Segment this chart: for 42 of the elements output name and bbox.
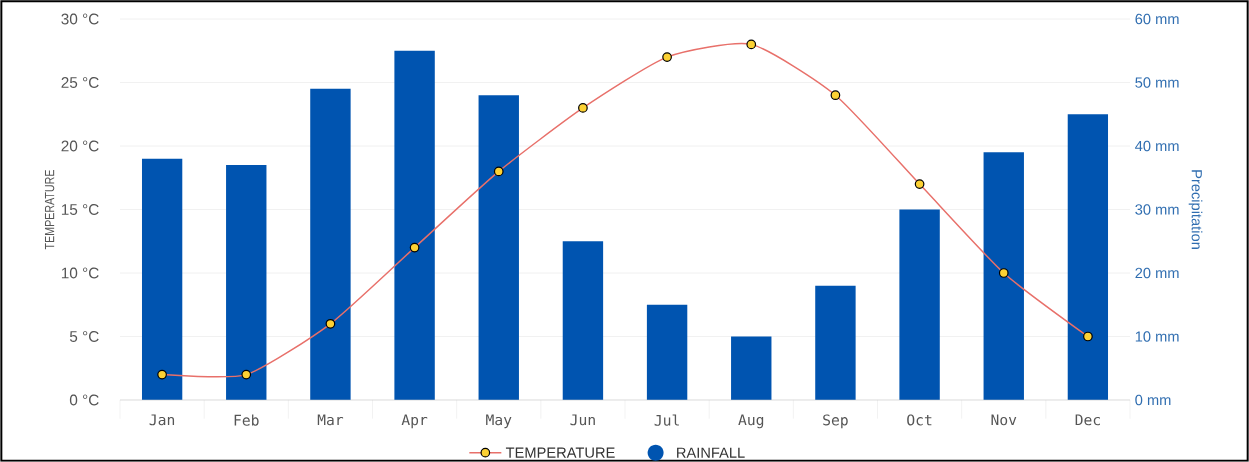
y-tick-label: 5 °C	[69, 331, 99, 342]
bar	[731, 336, 772, 400]
y2-tick-label: 60 mm	[1135, 13, 1179, 25]
bar	[394, 50, 435, 400]
bar	[646, 304, 688, 400]
y-tick-label: 0 °C	[69, 394, 99, 406]
bar	[478, 95, 519, 400]
x-tick-label: Oct	[907, 414, 932, 426]
x-tick-label: Jun	[570, 414, 595, 426]
y2-axis-title: Precipitation	[1188, 170, 1203, 249]
x-tick-label: Nov	[991, 414, 1017, 426]
y-tick-label: 15 °C	[61, 204, 99, 215]
y2-tick-label: 10 mm	[1135, 331, 1179, 342]
x-tick-label: Aug	[738, 414, 764, 429]
bar	[899, 209, 940, 400]
y-tick-label: 25 °C	[61, 77, 99, 88]
x-tick-label: Apr	[401, 414, 428, 429]
x-tick-label: Mar	[317, 414, 344, 426]
y2-tick-label: 30 mm	[1135, 204, 1179, 215]
bar	[141, 158, 183, 400]
x-tick-label: Jul	[654, 414, 679, 426]
bar	[226, 165, 267, 400]
y-axis-title: TEMPERATURE	[44, 170, 55, 250]
x-tick-label: May	[486, 414, 512, 429]
legend-label: RAINFALL	[677, 447, 745, 458]
x-tick-label: Jan	[149, 414, 175, 426]
x-tick-label: Sep	[823, 414, 848, 429]
legend-label: TEMPERATURE	[505, 447, 615, 458]
y-tick-label: 30 °C	[61, 13, 99, 25]
bar	[1067, 114, 1109, 400]
bar	[815, 285, 856, 400]
bar	[562, 241, 604, 400]
y2-tick-label: 40 mm	[1135, 140, 1179, 152]
x-tick-label: Feb	[234, 414, 259, 426]
y-tick-label: 10 °C	[61, 267, 99, 279]
bar	[983, 152, 1024, 400]
bar	[310, 88, 351, 400]
y-tick-label: 20 °C	[61, 140, 99, 152]
y2-tick-label: 50 mm	[1135, 77, 1179, 88]
x-tick-label: Dec	[1075, 414, 1100, 426]
y2-tick-label: 20 mm	[1135, 267, 1179, 279]
y2-tick-label: 0 mm	[1135, 394, 1171, 406]
